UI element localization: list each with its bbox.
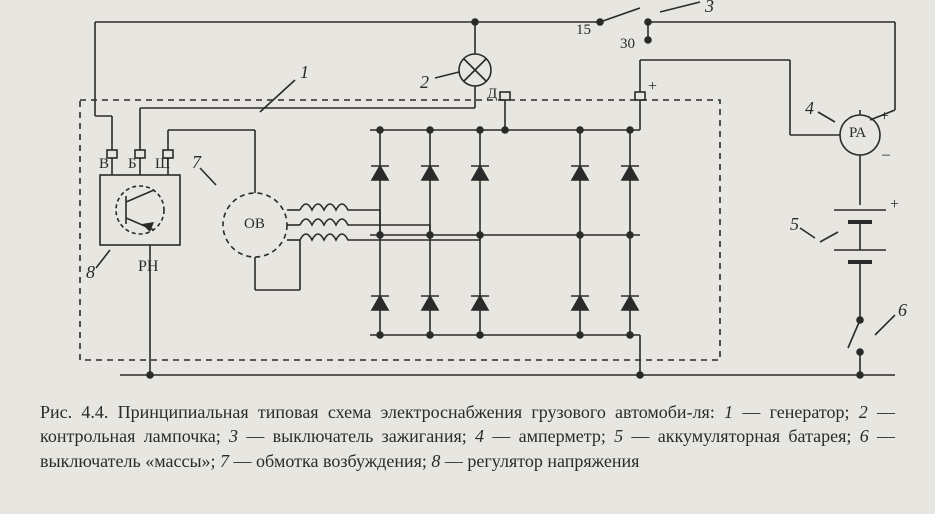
callout-8 <box>96 250 110 268</box>
callout-label-2: 2 <box>420 72 429 93</box>
figure-caption: Рис. 4.4. Принципиальная типовая схема э… <box>40 400 895 473</box>
callout-label-4: 4 <box>805 98 814 119</box>
terminal-d: Д <box>487 86 497 103</box>
callout-4 <box>818 112 835 122</box>
callout-label-6: 6 <box>898 300 907 321</box>
pa-minus: – <box>882 146 890 164</box>
callout-label-1: 1 <box>300 62 309 83</box>
terminal-b: Б <box>128 156 137 173</box>
battery <box>820 210 886 262</box>
callout-2 <box>435 72 459 78</box>
callout-label-3: 3 <box>705 0 714 17</box>
batt-plus: + <box>890 196 899 214</box>
callout-label-5: 5 <box>790 214 799 235</box>
schematic-svg <box>0 0 935 390</box>
callout-5 <box>800 228 815 238</box>
callout-label-7: 7 <box>192 152 201 173</box>
terminal-v: В <box>99 156 109 173</box>
callout-label-8: 8 <box>86 262 95 283</box>
figure-number: Рис. 4.4. <box>40 402 108 422</box>
callout-6 <box>875 315 895 335</box>
pa-label: РА <box>849 125 866 142</box>
ov-label: ОВ <box>244 216 265 233</box>
rectifier-diodes <box>371 127 639 338</box>
mass-switch <box>848 317 863 375</box>
callout-7 <box>200 168 216 185</box>
terminal-15: 15 <box>576 22 591 39</box>
callout-3 <box>660 2 700 12</box>
terminal-sh: Ш <box>155 156 170 173</box>
terminal-30: 30 <box>620 36 635 53</box>
figure-title: Принципиальная типовая схема электроснаб… <box>118 402 715 422</box>
pa-plus: + <box>880 108 889 126</box>
rn-label: РН <box>138 258 158 276</box>
plus-terminal: + <box>648 78 657 96</box>
diagram-canvas: { "figure": { "number": "Рис. 4.4.", "ti… <box>0 0 935 514</box>
generator-enclosure <box>80 100 720 360</box>
